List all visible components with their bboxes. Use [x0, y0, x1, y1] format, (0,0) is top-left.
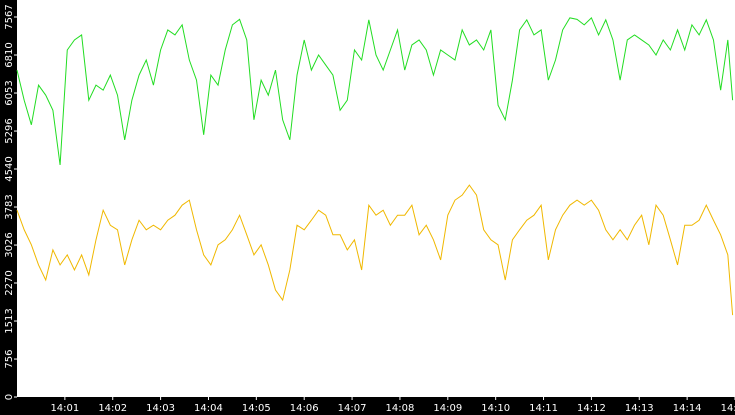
x-tick-label: 14:15	[721, 403, 735, 414]
x-tick-label: 14:11	[529, 403, 558, 414]
x-tick-label: 14:12	[577, 403, 606, 414]
y-tick-label: 3026	[4, 232, 15, 257]
x-tick-label: 14:01	[50, 403, 79, 414]
x-tick-label: 14:08	[386, 403, 415, 414]
x-tick-label: 14:03	[146, 403, 175, 414]
y-tick-label: 4540	[4, 156, 15, 181]
x-tick-label: 14:02	[98, 403, 127, 414]
y-tick-label: 5296	[4, 118, 15, 143]
x-tick-label: 14:04	[194, 403, 223, 414]
x-tick-label: 14:07	[338, 403, 367, 414]
x-tick-label: 14:05	[242, 403, 271, 414]
x-tick-label: 14:06	[290, 403, 319, 414]
x-tick-label: 14:13	[625, 403, 654, 414]
x-tick-label: 14:10	[481, 403, 510, 414]
y-tick-label: 2270	[4, 270, 15, 295]
x-tick-label: 14:14	[673, 403, 702, 414]
y-tick-label: 6810	[4, 42, 15, 67]
y-tick-label: 756	[4, 349, 15, 368]
x-tick-label: 14:09	[433, 403, 462, 414]
y-tick-label: 0	[4, 394, 15, 400]
y-tick-label: 3783	[4, 194, 15, 219]
y-tick-label: 1513	[4, 308, 15, 333]
series-line	[16, 16, 734, 166]
series-line	[16, 184, 734, 316]
plot-area	[17, 0, 735, 397]
y-tick-label: 6053	[4, 80, 15, 105]
y-tick-label: 7567	[4, 4, 15, 29]
